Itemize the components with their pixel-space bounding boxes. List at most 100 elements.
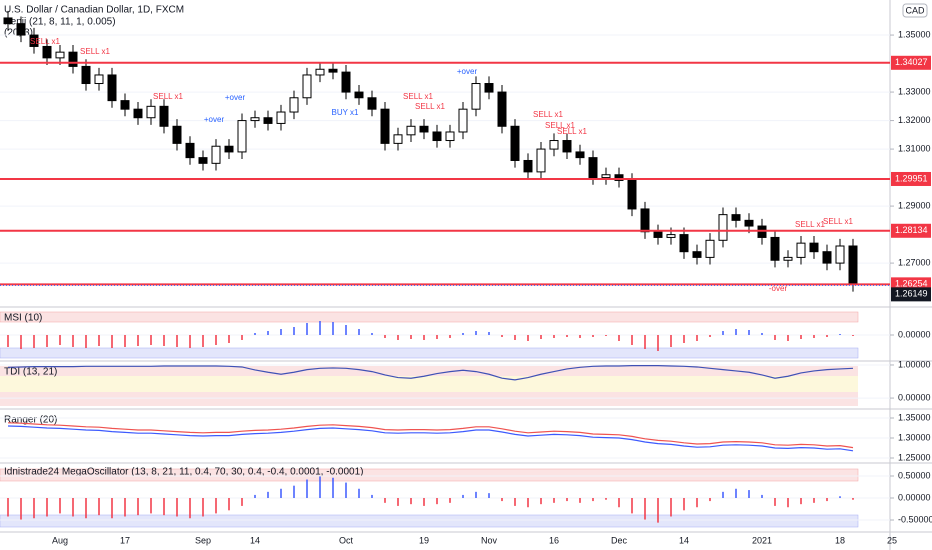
signal-annotation: SELL x1	[80, 47, 110, 56]
signal-annotation: SELL x1	[30, 37, 60, 46]
histogram-bar	[462, 494, 464, 498]
histogram-bar	[748, 490, 750, 498]
y-tick-label: 1.35000	[898, 29, 931, 39]
x-tick-label: Dec	[611, 535, 628, 545]
histogram-bar	[124, 335, 126, 347]
currency-button[interactable]	[902, 3, 928, 18]
candle-body	[367, 97, 377, 110]
x-tick-label: 25	[887, 535, 897, 545]
candle-body	[380, 108, 390, 144]
histogram-bar	[670, 498, 672, 517]
histogram-bar	[501, 335, 503, 337]
candle-body	[94, 74, 104, 85]
panel-title: Idnistrade24 MegaOscillator (13, 8, 21, …	[4, 467, 363, 478]
level-label-box	[891, 55, 931, 70]
histogram-bar	[826, 498, 828, 502]
histogram-bar	[332, 477, 334, 498]
candle-body	[120, 100, 130, 110]
histogram-bar	[540, 335, 542, 339]
signal-annotation: SELL x1	[557, 127, 587, 136]
histogram-bar	[384, 335, 386, 338]
candle-body	[692, 251, 702, 258]
y-tick-label: 0.00000	[898, 492, 931, 502]
x-tick-label: Nov	[481, 535, 498, 545]
histogram-bar	[306, 323, 308, 335]
x-tick-label: Sep	[195, 535, 211, 545]
histogram-bar	[397, 498, 399, 506]
histogram-bar	[267, 491, 269, 498]
last-price-label: 1.26149	[895, 289, 928, 299]
histogram-bar	[345, 482, 347, 498]
candle-body	[133, 108, 143, 119]
panel-title: TDI (13, 21)	[4, 367, 57, 378]
histogram-bar	[423, 498, 425, 506]
y-tick-label: 1.00000	[898, 359, 931, 369]
histogram-bar	[111, 498, 113, 519]
histogram-bar	[514, 498, 516, 506]
histogram-bar	[384, 498, 386, 503]
candle-body	[146, 105, 156, 119]
mega-lower-band	[0, 514, 859, 528]
candle-body	[705, 239, 715, 258]
histogram-bar	[449, 335, 451, 338]
candle-body	[16, 23, 26, 36]
histogram-bar	[475, 331, 477, 335]
histogram-bar	[774, 498, 776, 506]
histogram-bar	[371, 494, 373, 498]
signal-annotation: SELL x1	[533, 110, 563, 119]
candle-body	[276, 111, 286, 124]
histogram-bar	[228, 498, 230, 511]
histogram-bar	[449, 498, 451, 503]
y-tick-label: 1.25000	[898, 452, 931, 462]
level-label: 1.34027	[895, 57, 928, 67]
histogram-bar	[709, 335, 711, 337]
histogram-bar	[358, 329, 360, 335]
histogram-bar	[98, 498, 100, 516]
histogram-bar	[59, 498, 61, 514]
candle-body	[510, 125, 520, 161]
candle-body	[809, 242, 819, 253]
x-tick-label: 16	[549, 535, 559, 545]
candle-body	[523, 159, 533, 173]
indicator-line	[7, 425, 854, 452]
candle-body	[159, 105, 169, 127]
candle-body	[42, 45, 52, 59]
histogram-bar	[150, 498, 152, 514]
histogram-bar	[163, 335, 165, 346]
histogram-bar	[618, 335, 620, 341]
chart-title: U.S. Dollar / Canadian Dollar, 1D, FXCM	[4, 5, 184, 16]
msi-lower-band	[0, 347, 859, 359]
level-label: 1.29951	[895, 173, 928, 183]
candle-body	[55, 51, 65, 59]
histogram-bar	[137, 498, 139, 516]
histogram-bar	[605, 335, 607, 336]
histogram-bar	[176, 498, 178, 517]
histogram-bar	[553, 335, 555, 338]
candle-body	[29, 34, 39, 47]
y-tick-label: 0.00000	[898, 392, 931, 402]
y-tick-label: -0.50000	[898, 514, 932, 524]
histogram-bar	[33, 335, 35, 348]
histogram-bar	[553, 498, 555, 503]
histogram-bar	[839, 334, 841, 335]
candle-body	[497, 91, 507, 127]
histogram-bar	[189, 335, 191, 348]
candle-body	[588, 157, 598, 179]
y-tick-label: 1.29000	[898, 200, 931, 210]
histogram-bar	[839, 496, 841, 498]
currency-label[interactable]: CAD	[905, 5, 925, 15]
histogram-bar	[189, 498, 191, 519]
candle-body	[744, 219, 754, 227]
signal-annotation: SELL x1	[403, 92, 433, 101]
histogram-bar	[202, 498, 204, 517]
histogram-bar	[59, 335, 61, 345]
histogram-bar	[202, 335, 204, 347]
signal-annotation: SELL x1	[795, 220, 825, 229]
indicator-line	[7, 365, 854, 381]
x-tick-label: 2021	[752, 535, 772, 545]
histogram-bar	[631, 335, 633, 345]
histogram-bar	[319, 321, 321, 335]
histogram-bar	[7, 498, 9, 517]
candle-body	[81, 65, 91, 85]
histogram-bar	[436, 498, 438, 505]
